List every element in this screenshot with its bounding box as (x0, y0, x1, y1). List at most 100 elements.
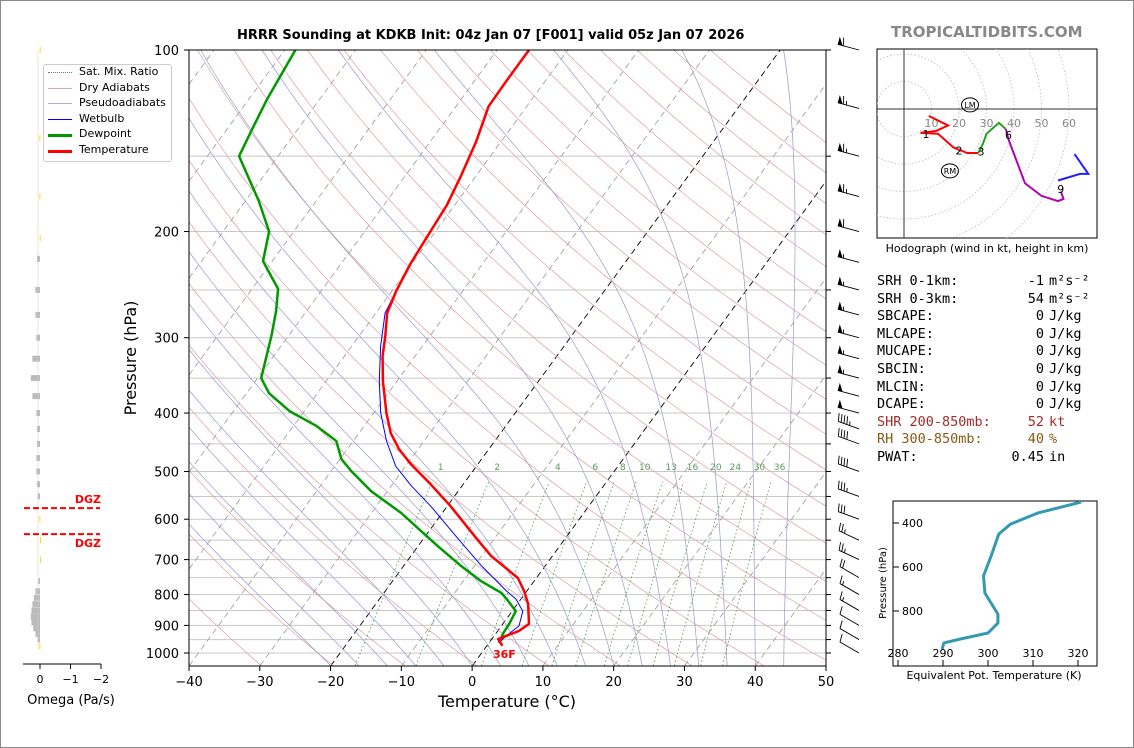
y-tick-label: 200 (154, 226, 179, 241)
wind-barb (837, 480, 860, 497)
stat-unit: m²s⁻² (1049, 273, 1090, 289)
hodograph-segment (1004, 128, 1065, 203)
mixing-ratio-label: 2 (494, 463, 500, 473)
legend-item: Sat. Mix. Ratio (44, 65, 171, 81)
legend-swatch (48, 72, 72, 73)
theta-e-y-label: Pressure (hPa) (878, 547, 889, 619)
isotherm (189, 50, 356, 279)
theta-e-y-tick-label: 400 (902, 517, 923, 530)
mixing-ratio-line (551, 481, 615, 666)
barb-pennant (837, 142, 843, 152)
barb-feather (837, 428, 840, 437)
x-tick-label: 50 (818, 675, 835, 690)
y-tick-label: 500 (154, 465, 179, 480)
dry-adiabat (417, 50, 826, 400)
barb-feather (840, 481, 843, 490)
x-tick-label: −40 (175, 675, 202, 690)
stat-unit: J/kg (1049, 396, 1082, 413)
omega-bar (36, 425, 40, 432)
legend-label: Temperature (79, 142, 149, 156)
barb-feather (843, 505, 846, 514)
key-isotherm (330, 50, 781, 666)
dry-adiabat (343, 50, 826, 471)
storm-motion-label: RM (944, 167, 957, 176)
mixing-ratio-line (627, 481, 685, 666)
omega-bar (39, 193, 41, 200)
barb-feather (839, 591, 843, 600)
stat-value: 0 (1035, 343, 1044, 360)
pseudoadiabat (189, 523, 331, 666)
stat-row: SRH 0-1km: -1 m²s⁻² (877, 273, 1092, 291)
omega-bar (35, 311, 40, 318)
theta-e-x-tick-label: 320 (1068, 647, 1089, 660)
x-tick-label: 20 (605, 675, 622, 690)
hodograph-segment (1057, 153, 1091, 182)
pseudoadiabat (783, 50, 796, 666)
barb-staff (839, 628, 860, 640)
barb-feather (841, 523, 844, 533)
barb-staff (838, 549, 860, 561)
omega-bar (39, 516, 41, 523)
barb-feather (838, 542, 842, 551)
omega-bar (36, 481, 40, 488)
barb-staff (838, 530, 860, 541)
skewt-frame (188, 49, 827, 667)
legend-item: Dewpoint (44, 127, 171, 143)
stats-panel: SRH 0-1km: -1 m²s⁻² SRH 0-3km: 54 m²s⁻² SBCAPE… (877, 273, 1092, 467)
pseudoadiabat (681, 50, 756, 666)
barb-feather (837, 455, 840, 465)
pseudoadiabat (189, 461, 388, 666)
pseudoadiabat (189, 348, 473, 666)
stat-row: DCAPE: 0 J/kg (877, 396, 1092, 414)
hodograph-ring-label: 60 (1062, 117, 1076, 130)
legend-label: Sat. Mix. Ratio (79, 65, 159, 78)
mixing-ratio-line (521, 481, 587, 666)
omega-bar (33, 594, 40, 601)
barb-feather (843, 415, 846, 424)
theta-e-x-tick-label: 280 (888, 647, 909, 660)
omega-bar (39, 643, 41, 650)
legend-item: Wetbulb (44, 112, 171, 128)
dry-adiabat (189, 282, 621, 666)
barb-staff (837, 102, 860, 109)
barb-feather (842, 560, 846, 569)
stat-unit: J/kg (1049, 360, 1082, 377)
mixing-ratio-line (575, 481, 637, 666)
legend-label: Dry Adiabats (79, 80, 150, 94)
stat-row: RH 300-850mb: 40% (877, 431, 1092, 449)
mixing-ratio-label: 8 (620, 463, 626, 473)
y-tick-label: 1000 (146, 647, 179, 662)
barb-feather (846, 431, 849, 440)
y-tick-label: 900 (154, 619, 179, 634)
barb-feather (843, 457, 846, 467)
stat-key: SRH 0-1km: (877, 273, 959, 289)
pseudoadiabat (189, 493, 360, 666)
storm-motion-label: LM (964, 101, 975, 110)
omega-bar (32, 355, 40, 362)
hodograph-ring-label: 10 (925, 117, 939, 130)
barb-feather (840, 414, 843, 423)
stat-unit: J/kg (1049, 378, 1082, 395)
isotherm (189, 50, 498, 473)
barb-half-feather (842, 580, 845, 586)
barb-staff (838, 435, 860, 445)
theta-e-x-tick-label: 300 (978, 647, 999, 660)
theta-e-y-tick-label: 600 (902, 561, 923, 574)
pseudoadiabat (553, 50, 728, 666)
mixing-ratio-line (354, 481, 433, 666)
omega-bar (31, 619, 40, 626)
omega-bar (37, 636, 40, 643)
stat-value: 0 (1035, 396, 1044, 413)
y-tick-label: 400 (154, 407, 179, 422)
hodograph-ring-label: 20 (952, 117, 966, 130)
mixing-ratio-line (673, 481, 728, 666)
omega-bar (31, 607, 40, 614)
legend-item: Temperature (44, 143, 171, 159)
legend-item: Pseudoadiabats (44, 96, 171, 112)
legend-label: Pseudoadiabats (79, 96, 166, 110)
omega-bar (32, 393, 40, 400)
dry-adiabat (233, 50, 826, 582)
dry-adiabat (490, 50, 826, 333)
barb-feather (837, 480, 840, 489)
stat-key: PWAT: (877, 448, 918, 465)
